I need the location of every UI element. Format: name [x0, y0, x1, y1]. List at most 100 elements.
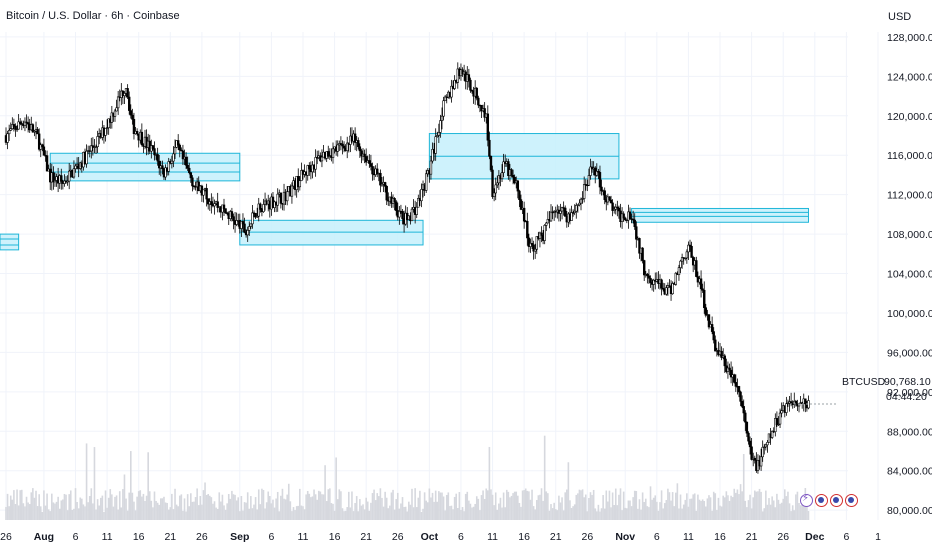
volume-bar — [36, 506, 39, 520]
volume-bar — [322, 494, 325, 520]
symbol-label: BTCUSD — [842, 376, 886, 388]
volume-bar — [793, 510, 796, 520]
candle-body — [587, 175, 591, 186]
volume-bar — [783, 489, 786, 520]
candle-body — [699, 278, 703, 290]
candle-body — [612, 209, 616, 211]
candle-body — [320, 156, 324, 162]
volume-bar — [85, 443, 88, 520]
candle-body — [500, 172, 504, 180]
volume-bar — [332, 503, 334, 520]
volume-bar — [199, 496, 202, 520]
volume-bar — [336, 499, 339, 520]
candle-body — [420, 189, 423, 202]
volume-bar — [573, 504, 576, 520]
candle-body — [733, 374, 736, 383]
volume-bar — [447, 492, 450, 520]
volume-bar — [306, 491, 309, 520]
volume-bar — [374, 500, 377, 520]
volume-bar — [709, 497, 712, 520]
volume-bar — [586, 511, 589, 520]
x-tick-label: 1 — [875, 531, 881, 543]
candle-body — [52, 172, 55, 183]
volume-bar — [733, 488, 736, 520]
volume-bar — [785, 496, 788, 520]
candle-body — [510, 169, 513, 176]
volume-bar — [314, 494, 317, 520]
volume-bar — [324, 465, 326, 520]
currency-label[interactable]: USD — [888, 11, 912, 23]
candle-body — [767, 433, 771, 443]
x-tick-label: 16 — [518, 531, 530, 543]
volume-bar — [60, 500, 63, 520]
volume-bar — [232, 494, 235, 520]
volume-bar — [515, 491, 518, 520]
volume-bar — [551, 508, 554, 520]
us-flag-icon[interactable] — [815, 494, 828, 507]
volume-bar — [746, 507, 748, 520]
candle-body — [804, 398, 807, 405]
candle-body — [298, 180, 302, 188]
volume-bar — [47, 509, 50, 520]
candle-body — [393, 198, 396, 203]
volume-bar — [637, 508, 639, 520]
volume-bar — [662, 508, 664, 520]
volume-bar — [202, 490, 205, 520]
volume-bar — [133, 501, 135, 520]
volume-bar — [521, 490, 524, 520]
volume-bar — [646, 506, 649, 520]
candle-body — [126, 88, 129, 98]
volume-bar — [629, 500, 631, 520]
candle-body — [633, 219, 636, 228]
us-flag-icon[interactable] — [845, 494, 858, 507]
candle-body — [42, 146, 46, 156]
flash-icon[interactable]: ⚡ — [800, 493, 813, 507]
candle-body — [15, 128, 19, 131]
volume-bar — [630, 506, 633, 520]
candle-body — [453, 80, 456, 89]
volume-bar — [352, 511, 355, 520]
candle-body — [327, 151, 330, 157]
volume-bar — [654, 495, 657, 520]
candle-body — [661, 287, 665, 290]
volume-bar — [722, 495, 724, 520]
volume-bar — [321, 494, 323, 520]
volume-bar — [749, 494, 751, 520]
volume-bar — [621, 510, 623, 520]
volume-bar — [243, 502, 246, 520]
volume-bar — [382, 506, 385, 520]
volume-bar — [708, 495, 710, 520]
volume-bar — [676, 483, 679, 520]
candle-body — [191, 177, 194, 187]
candle-body — [660, 279, 663, 289]
volume-bar — [406, 511, 409, 520]
volume-bar — [537, 495, 540, 520]
candle-body — [518, 190, 521, 200]
us-flag-icon[interactable] — [830, 494, 843, 507]
candle-body — [385, 185, 388, 201]
candle-body — [745, 421, 749, 434]
volume-bar — [649, 486, 652, 520]
volume-bar — [158, 504, 161, 520]
candle-body — [647, 275, 651, 279]
candle-body — [470, 89, 474, 92]
volume-bar — [445, 494, 448, 520]
candle-body — [744, 412, 747, 423]
volume-bar — [131, 492, 134, 520]
candle-body — [728, 367, 731, 371]
candle-body — [753, 457, 756, 461]
candle-body — [609, 199, 613, 204]
volume-bar — [540, 488, 543, 520]
candle-body — [184, 156, 188, 166]
candle-body — [641, 247, 644, 261]
volume-bar — [667, 488, 669, 520]
volume-bar — [183, 498, 186, 520]
volume-bar — [697, 494, 699, 520]
volume-bar — [752, 497, 755, 520]
volume-bar — [57, 496, 59, 520]
candle-body — [598, 172, 602, 188]
volume-bar — [442, 496, 445, 520]
volume-bar — [613, 504, 615, 520]
volume-bar — [215, 507, 217, 520]
